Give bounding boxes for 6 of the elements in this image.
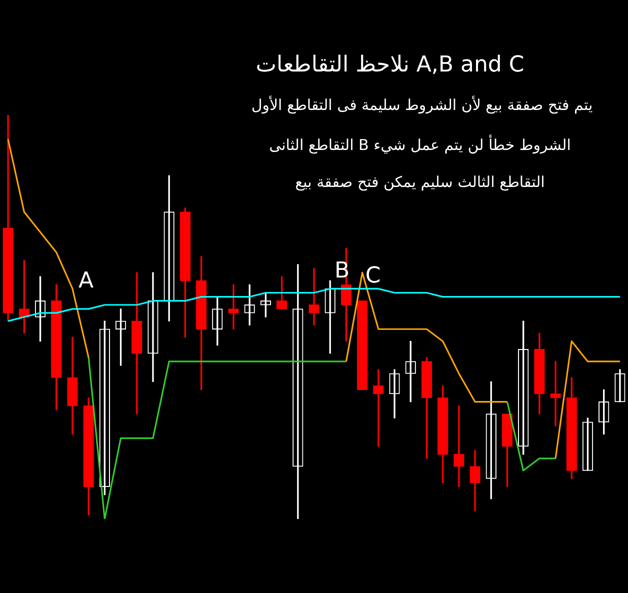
annotation: التقاطع الثالث سليم يمكن فتح صفقة بيع xyxy=(295,172,545,191)
annotation: الشروط خطأ لن يتم عمل شيء B التقاطع الثانى xyxy=(269,134,571,154)
chart-title: نلاحظ التقاطعات A,B and C xyxy=(256,52,524,78)
annotation: C xyxy=(365,264,381,289)
annotation: A xyxy=(78,268,94,294)
text: يتم فتح صفقة بيع لأن الشروط سليمة فى التقاطع الأول xyxy=(251,94,593,114)
